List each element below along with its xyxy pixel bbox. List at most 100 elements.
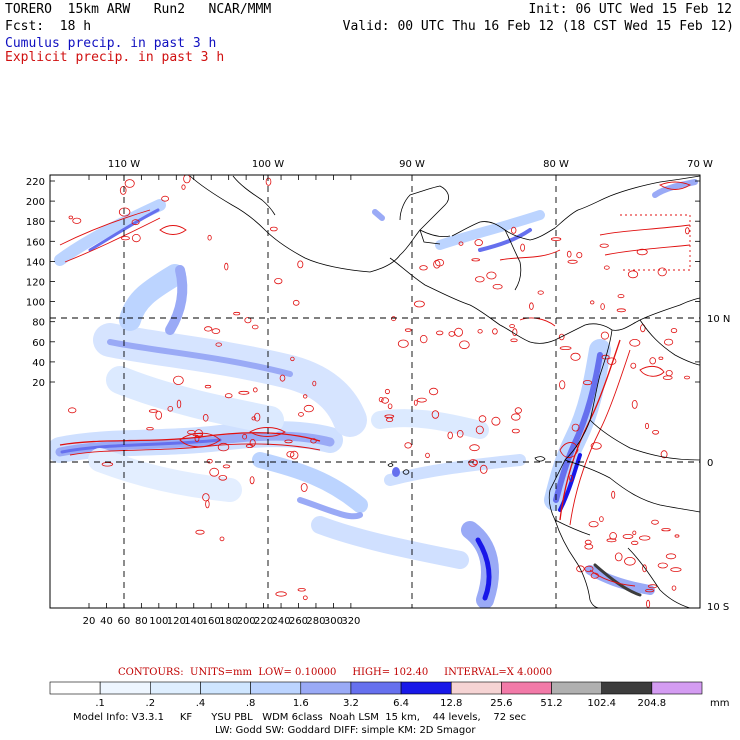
precip-cell	[265, 177, 272, 186]
colorbar-swatch	[400, 681, 452, 695]
latlon-grid	[50, 175, 700, 608]
precip-cell	[566, 250, 572, 258]
precip-cell	[397, 339, 409, 348]
title-line-1: TORERO 15km ARW Run2 NCAR/MMM	[5, 3, 271, 17]
lon-label-90w: 90 W	[399, 159, 425, 170]
lat-label-10s: 10 S	[707, 602, 729, 613]
precip-cell	[413, 399, 418, 406]
colorbar-label: 1.6	[293, 698, 309, 709]
colorbar-swatch	[350, 681, 402, 695]
colorbar-swatch	[300, 681, 352, 695]
precip-cell	[588, 521, 599, 528]
precip-cell	[567, 259, 578, 264]
x-axis-labels: 20 40 60 80 10012014016018020022024026028030…	[83, 616, 361, 627]
colorbar-swatch	[501, 681, 552, 695]
precip-cell	[404, 442, 412, 449]
precip-cell	[474, 276, 485, 283]
precip-cell	[492, 284, 503, 290]
x-tick-label: 40	[100, 616, 113, 627]
precip-cell	[537, 290, 544, 295]
precip-cell	[419, 265, 428, 271]
y-tick-label: 200	[26, 197, 45, 208]
precip-cell	[238, 390, 250, 395]
precip-cell	[274, 277, 283, 285]
x-tick-label: 300	[324, 616, 343, 627]
precip-cell	[253, 387, 258, 393]
precip-cell	[302, 595, 308, 601]
colorbar-label: 51.2	[540, 698, 562, 709]
precip-cell	[176, 399, 182, 409]
x-tick-label: 260	[289, 616, 308, 627]
precip-cell	[290, 450, 299, 460]
x-tick-label: 140	[184, 616, 203, 627]
precip-cell	[146, 427, 154, 431]
precip-cell	[486, 271, 497, 280]
precip-cell	[303, 394, 308, 399]
precip-cell	[269, 226, 278, 232]
precip-cell	[510, 338, 518, 343]
precip-cell	[254, 412, 261, 422]
precip-cell	[670, 567, 682, 572]
precip-cell	[584, 539, 592, 545]
precip-cell	[222, 464, 231, 469]
precip-cell	[478, 415, 487, 423]
y-axis-labels: 220 200 180 160 140 120 100 80 60 40 20	[26, 177, 45, 389]
precip-cell	[211, 328, 221, 334]
forecast-hour: Fcst: 18 h	[5, 19, 92, 34]
org-label: NCAR/MMM	[208, 2, 272, 17]
precip-cell	[204, 384, 212, 389]
y-tick-label: 220	[26, 177, 45, 188]
precip-cell	[183, 175, 191, 184]
precip-cell	[275, 591, 287, 597]
precip-cell	[684, 227, 690, 235]
contour-units: UNITS=mm	[190, 667, 253, 678]
colorbar-swatch	[450, 681, 502, 695]
precip-cell	[576, 565, 585, 573]
precip-cell	[569, 475, 574, 482]
colorbar-label: 3.2	[343, 698, 359, 709]
colorbar-label: 204.8	[638, 698, 667, 709]
precip-cell	[435, 259, 445, 267]
precip-cell	[590, 572, 599, 579]
field-explicit-label: Explicit precip. in past 3 h	[5, 50, 225, 65]
x-tick-label: 200	[237, 616, 256, 627]
precip-cell	[571, 423, 580, 432]
precip-cell	[431, 410, 440, 419]
colorbar-label: .2	[146, 698, 156, 709]
precip-cell	[471, 258, 481, 262]
precip-cell	[204, 326, 213, 332]
precip-cell	[671, 585, 677, 591]
precip-cell	[658, 356, 664, 360]
precip-cell	[616, 308, 626, 313]
axis-labels: 110 W 100 W 90 W 80 W 70 W 10 N 0 10 S	[108, 159, 730, 613]
precip-cell	[511, 428, 520, 434]
precip-cell	[590, 442, 602, 450]
precip-cell	[131, 219, 140, 226]
y-tick-label: 80	[32, 318, 45, 329]
colorbar-swatch	[150, 681, 201, 695]
precip-cell	[663, 338, 674, 346]
precip-cell	[425, 452, 430, 459]
precip-cell	[244, 317, 252, 324]
precip-cell	[118, 207, 131, 217]
cumulus-precip-shading	[50, 179, 698, 608]
precip-cell	[631, 399, 638, 409]
precip-cell	[652, 429, 660, 435]
precip-cell	[251, 324, 259, 330]
precip-cell	[206, 458, 213, 464]
colorbar-label: 25.6	[490, 698, 512, 709]
precip-cell	[477, 329, 483, 334]
precip-cell	[215, 342, 222, 347]
precip-cell	[631, 540, 639, 546]
precip-cell	[529, 302, 534, 311]
x-tick-label: 80	[135, 616, 148, 627]
precip-cell	[242, 433, 248, 440]
precip-cell	[413, 300, 425, 308]
precip-cell	[224, 262, 229, 271]
x-tick-label: 120	[167, 616, 186, 627]
precip-cell	[209, 467, 220, 477]
y-tick-label: 180	[26, 217, 45, 228]
precip-cell	[492, 328, 498, 335]
precip-cell	[219, 536, 225, 542]
colorbar-swatch	[601, 681, 653, 695]
